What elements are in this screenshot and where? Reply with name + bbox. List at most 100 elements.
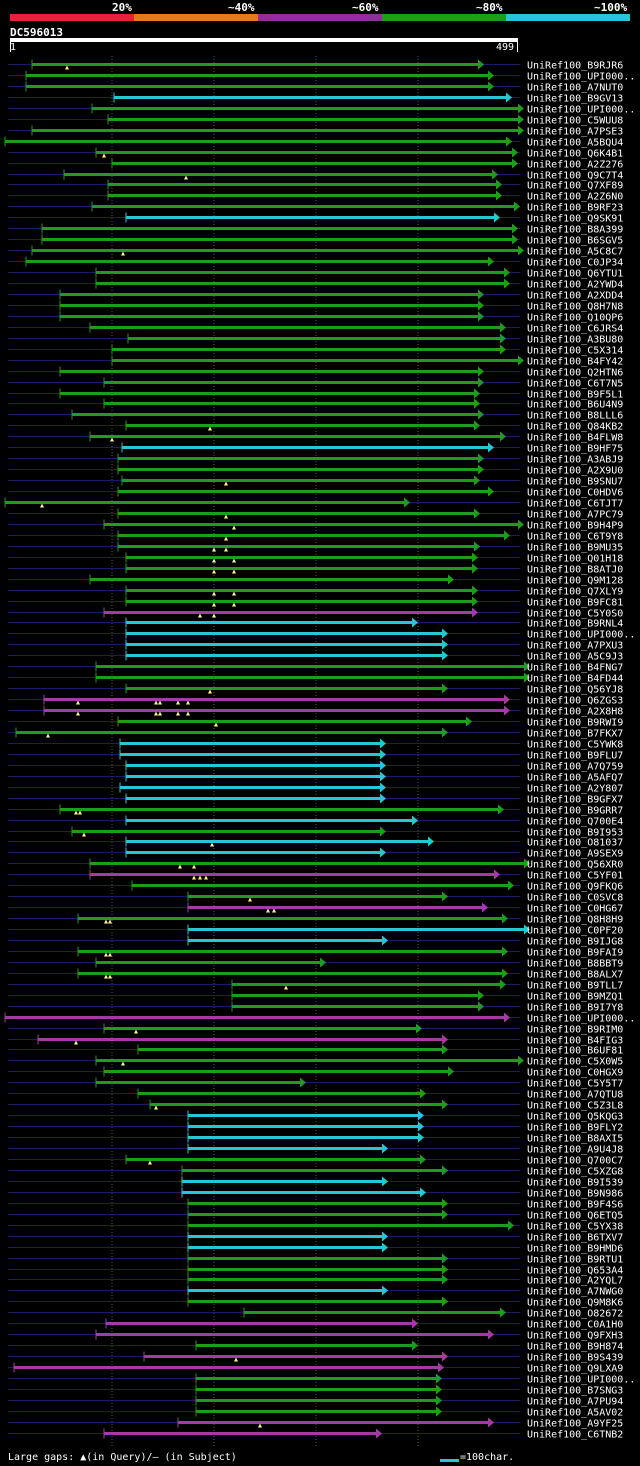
hit-row[interactable]: UniRef100_A5C9J3: [8, 650, 623, 663]
hit-row[interactable]: UniRef100_C5Y0S0: [8, 607, 623, 620]
hit-row[interactable]: UniRef100_B9FLY2: [8, 1121, 623, 1134]
hit-label[interactable]: UniRef100_B9RTU1: [527, 1255, 623, 1266]
hit-label[interactable]: UniRef100_A2YQL7: [527, 1276, 623, 1287]
hit-row[interactable]: UniRef100_Q84KB2: [8, 420, 623, 433]
hit-row[interactable]: UniRef100_O82672: [8, 1307, 623, 1320]
hit-row[interactable]: UniRef100_B9RJR6: [8, 59, 623, 72]
hit-label[interactable]: UniRef100_A9U4J8: [527, 1145, 623, 1156]
hit-row[interactable]: UniRef100_C5Y5T7: [8, 1077, 623, 1090]
hit-row[interactable]: UniRef100_C6JRS4: [8, 322, 623, 335]
hit-row[interactable]: UniRef100_B9H874: [8, 1340, 623, 1353]
hit-row[interactable]: UniRef100_C5XZG8: [8, 1165, 623, 1178]
hit-row[interactable]: UniRef100_C5YX38: [8, 1220, 623, 1233]
hit-row[interactable]: UniRef100_A7PU94: [8, 1395, 623, 1408]
hit-label[interactable]: UniRef100_Q10QP6: [527, 313, 623, 324]
hit-label[interactable]: UniRef100_B9RIM0: [527, 1025, 623, 1036]
hit-row[interactable]: UniRef100_C5X0W5: [8, 1055, 623, 1068]
hit-row[interactable]: UniRef100_B9HMD6: [8, 1242, 623, 1255]
hit-label[interactable]: UniRef100_B9I539: [527, 1178, 623, 1189]
hit-label[interactable]: UniRef100_Q6ETQ5: [527, 1211, 623, 1222]
hit-row[interactable]: UniRef100_C6TJT7: [4, 497, 623, 510]
hit-label[interactable]: UniRef100_C0A1H0: [527, 1320, 623, 1331]
hit-row[interactable]: UniRef100_B8LLL6: [8, 409, 623, 422]
hit-row[interactable]: UniRef100_B9RTU1: [8, 1253, 623, 1266]
hit-row[interactable]: UniRef100_B4FLW8: [8, 431, 623, 444]
hit-label[interactable]: UniRef100_B8AXI5: [527, 1134, 623, 1145]
hit-label[interactable]: UniRef100_A2YWD4: [527, 280, 623, 291]
hit-row[interactable]: UniRef100_B8AXI5: [8, 1132, 623, 1145]
hit-row[interactable]: UniRef100_B8ALX7: [8, 968, 623, 981]
hit-row[interactable]: UniRef100_B6SGV5: [8, 234, 623, 247]
hit-label[interactable]: UniRef100_B6SGV5: [527, 236, 623, 247]
hit-label[interactable]: UniRef100_Q84KB2: [527, 422, 623, 433]
hit-row[interactable]: UniRef100_Q9SK91: [8, 212, 623, 225]
hit-label[interactable]: UniRef100_B8ATJ0: [527, 565, 623, 576]
hit-label[interactable]: UniRef100_A7PXU3: [527, 641, 623, 652]
hit-row[interactable]: UniRef100_A7NWG0: [8, 1285, 623, 1298]
hit-row[interactable]: UniRef100_A2X8H8: [8, 705, 623, 718]
hit-row[interactable]: UniRef100_C6TNB2: [8, 1428, 623, 1441]
hit-label[interactable]: UniRef100_C6T9Y8: [527, 532, 623, 543]
hit-label[interactable]: UniRef100_Q2HTN6: [527, 368, 623, 379]
hit-row[interactable]: UniRef100_A7PXU3: [8, 639, 623, 652]
hit-label[interactable]: UniRef100_C5X314: [527, 346, 623, 357]
hit-row[interactable]: UniRef100_A2Z276: [8, 158, 623, 171]
hit-row[interactable]: UniRef100_B9HF75: [8, 442, 623, 455]
hit-label[interactable]: UniRef100_B8BBT9: [527, 959, 623, 970]
hit-label[interactable]: UniRef100_C5X0W5: [527, 1057, 623, 1068]
hit-label[interactable]: UniRef100_B9RJR6: [527, 61, 623, 72]
hit-row[interactable]: UniRef100_B9S439: [8, 1351, 623, 1364]
hit-row[interactable]: UniRef100_Q653A4: [8, 1264, 623, 1277]
hit-row[interactable]: UniRef100_A5AV02: [8, 1406, 623, 1419]
hit-row[interactable]: UniRef100_B4FY42: [8, 355, 623, 368]
hit-label[interactable]: UniRef100_B9TLL7: [527, 981, 623, 992]
hit-label[interactable]: UniRef100_B9F4S6: [527, 1200, 623, 1211]
hit-row[interactable]: UniRef100_B8BBT9: [8, 957, 623, 970]
hit-row[interactable]: UniRef100_Q56XR0: [8, 858, 623, 871]
hit-label[interactable]: UniRef100_B9MZQ1: [527, 992, 623, 1003]
hit-row[interactable]: UniRef100_A5BQU4: [4, 136, 623, 149]
hit-label[interactable]: UniRef100_A5AV02: [527, 1408, 623, 1419]
hit-label[interactable]: UniRef100_A7PU94: [527, 1397, 623, 1408]
hit-label[interactable]: UniRef100_B6UF81: [527, 1046, 623, 1057]
hit-row[interactable]: UniRef100_Q6K4B1: [8, 147, 623, 160]
hit-row[interactable]: UniRef100_Q10QP6: [8, 311, 623, 324]
hit-label[interactable]: UniRef100_C5XZG8: [527, 1167, 623, 1178]
hit-row[interactable]: UniRef100_B4FNG7: [8, 661, 623, 674]
hit-label[interactable]: UniRef100_B9FAI9: [527, 948, 623, 959]
hit-row[interactable]: UniRef100_A7QTU8: [8, 1088, 623, 1101]
hit-row[interactable]: UniRef100_B9FAI9: [8, 946, 623, 959]
hit-row[interactable]: UniRef100_Q7XLY9: [8, 585, 623, 598]
hit-row[interactable]: UniRef100_B9FLU7: [8, 749, 623, 762]
hit-row[interactable]: UniRef100_A2YQL7: [8, 1274, 623, 1287]
hit-label[interactable]: UniRef100_Q9C7T4: [527, 171, 623, 182]
hit-row[interactable]: UniRef100_B9TLL7: [8, 979, 623, 992]
hit-row[interactable]: UniRef100_B9GV13: [8, 92, 623, 105]
hit-label[interactable]: UniRef100_C5Y0S0: [527, 609, 623, 620]
hit-row[interactable]: UniRef100_Q7XF89: [8, 179, 623, 192]
hit-row[interactable]: UniRef100_Q6ETQ5: [8, 1209, 623, 1222]
hit-row[interactable]: UniRef100_B9MZQ1: [8, 990, 623, 1003]
hit-label[interactable]: UniRef100_B9MU35: [527, 543, 623, 554]
hit-label[interactable]: UniRef100_B4FY42: [527, 357, 623, 368]
hit-label[interactable]: UniRef100_C0HGX9: [527, 1068, 623, 1079]
hit-row[interactable]: UniRef100_B9SNU7: [8, 475, 623, 488]
hit-label[interactable]: UniRef100_UPI000..: [527, 72, 635, 83]
hit-label[interactable]: UniRef100_B9N986: [527, 1189, 623, 1200]
hit-label[interactable]: UniRef100_B9S439: [527, 1353, 623, 1364]
hit-label[interactable]: UniRef100_Q9FKQ6: [527, 882, 623, 893]
hit-label[interactable]: UniRef100_A2Y807: [527, 784, 623, 795]
hit-label[interactable]: UniRef100_C5WUU8: [527, 116, 623, 127]
hit-label[interactable]: UniRef100_B4FIG3: [527, 1036, 623, 1047]
hit-label[interactable]: UniRef100_A2X8H8: [527, 707, 623, 718]
hit-row[interactable]: UniRef100_C5YWK8: [8, 738, 623, 751]
hit-row[interactable]: UniRef100_A9YF25: [8, 1417, 623, 1430]
hit-row[interactable]: UniRef100_O81037: [8, 836, 623, 849]
hit-row[interactable]: UniRef100_B9N986: [8, 1187, 623, 1200]
hit-row[interactable]: UniRef100_Q9FXH3: [8, 1329, 623, 1342]
hit-label[interactable]: UniRef100_Q9SK91: [527, 214, 623, 225]
hit-row[interactable]: UniRef100_B9GFX7: [8, 793, 623, 806]
hit-row[interactable]: UniRef100_B4FD44: [8, 672, 623, 685]
hit-row[interactable]: UniRef100_B6TXV7: [8, 1231, 623, 1244]
hit-label[interactable]: UniRef100_Q5KQG3: [527, 1112, 623, 1123]
